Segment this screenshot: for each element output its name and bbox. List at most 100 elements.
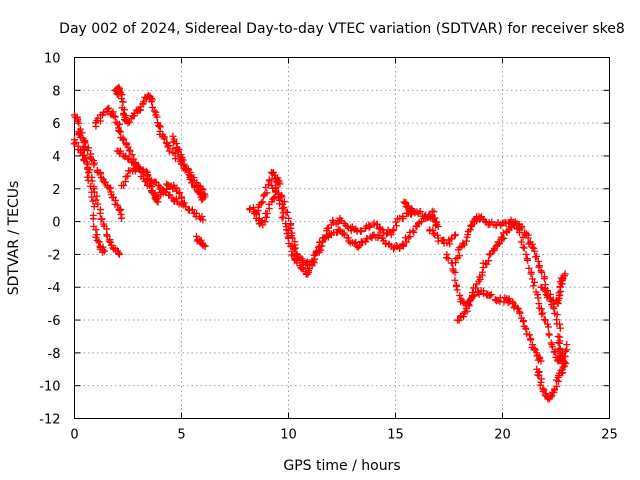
data-point bbox=[537, 357, 545, 365]
data-point bbox=[120, 181, 128, 189]
data-point bbox=[144, 175, 152, 183]
data-point bbox=[264, 181, 272, 189]
data-point bbox=[479, 290, 487, 298]
data-point bbox=[146, 180, 154, 188]
data-point bbox=[185, 206, 193, 214]
data-point bbox=[430, 208, 438, 216]
data-point bbox=[199, 241, 207, 249]
data-point bbox=[90, 203, 98, 211]
data-point bbox=[111, 113, 119, 121]
data-point bbox=[448, 235, 456, 243]
data-point bbox=[393, 222, 401, 230]
data-points bbox=[70, 83, 571, 403]
data-point bbox=[100, 247, 108, 255]
data-point bbox=[392, 218, 400, 226]
data-point bbox=[119, 98, 127, 106]
data-point bbox=[75, 130, 83, 138]
x-tick-label: 15 bbox=[387, 428, 404, 443]
data-point bbox=[562, 360, 570, 368]
data-point bbox=[87, 182, 95, 190]
y-tick-label: -12 bbox=[39, 413, 60, 428]
x-tick-label: 20 bbox=[494, 428, 511, 443]
y-tick-label: 0 bbox=[52, 216, 60, 231]
data-point bbox=[75, 119, 83, 127]
data-point bbox=[524, 234, 532, 242]
data-point bbox=[483, 260, 491, 268]
data-point bbox=[95, 238, 103, 246]
data-point bbox=[389, 227, 397, 235]
data-point bbox=[193, 209, 201, 217]
data-point bbox=[525, 264, 533, 272]
data-point bbox=[298, 265, 306, 273]
data-point bbox=[199, 216, 207, 224]
data-point bbox=[365, 223, 373, 231]
data-point bbox=[463, 307, 471, 315]
data-point bbox=[279, 213, 287, 221]
data-point bbox=[292, 244, 300, 252]
data-point bbox=[263, 209, 271, 217]
data-point bbox=[504, 299, 512, 307]
data-point bbox=[494, 238, 502, 246]
data-point bbox=[199, 195, 207, 203]
chart-title: Day 002 of 2024, Sidereal Day-to-day VTE… bbox=[59, 21, 625, 37]
data-point bbox=[403, 238, 411, 246]
data-point bbox=[285, 214, 292, 222]
data-point bbox=[103, 231, 111, 239]
data-point bbox=[534, 294, 542, 302]
data-point bbox=[544, 323, 552, 331]
data-point bbox=[557, 353, 565, 361]
data-point bbox=[531, 278, 539, 286]
data-point bbox=[547, 393, 555, 401]
data-point bbox=[96, 117, 104, 125]
data-point bbox=[126, 147, 134, 155]
data-point bbox=[295, 254, 303, 262]
data-point bbox=[83, 173, 91, 181]
y-tick-label: -10 bbox=[39, 380, 60, 395]
data-point bbox=[198, 196, 206, 204]
data-point bbox=[404, 234, 412, 242]
data-point bbox=[425, 213, 433, 221]
y-tick-label: -4 bbox=[48, 281, 61, 296]
y-tick-label: -2 bbox=[48, 248, 61, 263]
data-point bbox=[92, 196, 100, 204]
data-point bbox=[88, 193, 96, 201]
data-point bbox=[553, 382, 561, 390]
axis-ticks: 0 5 10 15 20 25 -12 -10 -8 -6 -4 -2 0 2 4 6 8 10 bbox=[39, 52, 618, 443]
data-point bbox=[124, 119, 132, 127]
data-point bbox=[148, 103, 156, 111]
data-point bbox=[527, 270, 535, 278]
data-point bbox=[541, 316, 549, 324]
data-point bbox=[115, 127, 123, 135]
data-point bbox=[426, 211, 434, 219]
data-point bbox=[517, 238, 525, 246]
data-point bbox=[329, 216, 337, 224]
data-point bbox=[150, 107, 158, 115]
data-point bbox=[548, 343, 556, 351]
data-point bbox=[280, 204, 288, 212]
data-point bbox=[429, 226, 437, 234]
data-point bbox=[246, 206, 254, 214]
data-point bbox=[444, 255, 452, 263]
data-point bbox=[451, 268, 459, 276]
data-point bbox=[93, 192, 101, 200]
data-point bbox=[540, 275, 548, 283]
data-point bbox=[89, 215, 97, 223]
data-point bbox=[530, 345, 538, 353]
data-point bbox=[550, 348, 558, 356]
data-point bbox=[446, 240, 454, 248]
data-point bbox=[545, 331, 553, 339]
data-point bbox=[520, 244, 528, 252]
data-point bbox=[540, 386, 548, 394]
x-tick-label: 0 bbox=[70, 428, 78, 443]
data-point bbox=[120, 106, 128, 114]
data-point bbox=[115, 250, 123, 258]
data-point bbox=[518, 224, 526, 232]
y-tick-label: -6 bbox=[48, 314, 61, 329]
data-point bbox=[117, 147, 125, 155]
data-point bbox=[496, 240, 504, 248]
data-point bbox=[555, 289, 563, 297]
data-point bbox=[478, 268, 486, 276]
data-point bbox=[139, 166, 147, 174]
data-point bbox=[459, 239, 467, 247]
